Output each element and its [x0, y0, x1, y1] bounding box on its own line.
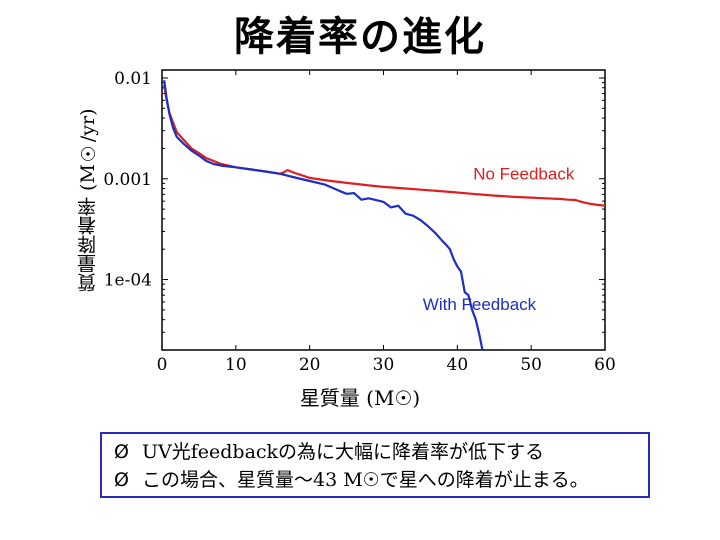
y-tick-label: 1e-04 [104, 271, 152, 291]
axis-ticks [161, 70, 606, 351]
annotation-with-feedback: With Feedback [423, 295, 537, 314]
note-text-2: この場合、星質量〜43 M☉で星への降着が止まる。 [142, 469, 589, 491]
y-tick-label: 0.01 [114, 69, 152, 89]
chart-labels: 0 10 20 30 40 50 60 0.01 0.001 1e-04 No Feedback Wi… [103, 69, 615, 375]
y-axis-title: 質量降着率 (M☉/yr) [77, 108, 99, 292]
page-title: 降着率の進化 [234, 14, 486, 60]
series-line-no-feedback [163, 84, 606, 207]
x-tick-label: 10 [225, 355, 247, 375]
series-line-with-feedback [163, 80, 484, 351]
x-tick-label: 60 [594, 355, 616, 375]
bullet-arrow-icon: Ø [114, 469, 129, 491]
x-tick-label: 30 [373, 355, 395, 375]
notes-box: Ø UV光feedbackの為に大幅に降着率が低下する Ø この場合、星質量〜43 … [100, 432, 650, 498]
x-tick-label: 20 [299, 355, 321, 375]
x-tick-label: 0 [157, 355, 168, 375]
note-line-2: Ø この場合、星質量〜43 M☉で星への降着が止まる。 [114, 466, 636, 494]
x-tick-label: 50 [520, 355, 542, 375]
note-text-1: UV光feedbackの為に大幅に降着率が低下する [142, 441, 545, 463]
series-lines [163, 80, 606, 351]
x-axis-title: 星質量 (M☉) [299, 386, 421, 410]
bullet-arrow-icon: Ø [114, 441, 129, 463]
annotation-no-feedback: No Feedback [473, 165, 575, 184]
x-tick-label: 40 [447, 355, 469, 375]
note-line-1: Ø UV光feedbackの為に大幅に降着率が低下する [114, 438, 636, 466]
plot-frame [161, 69, 606, 351]
y-tick-label: 0.001 [103, 170, 152, 190]
